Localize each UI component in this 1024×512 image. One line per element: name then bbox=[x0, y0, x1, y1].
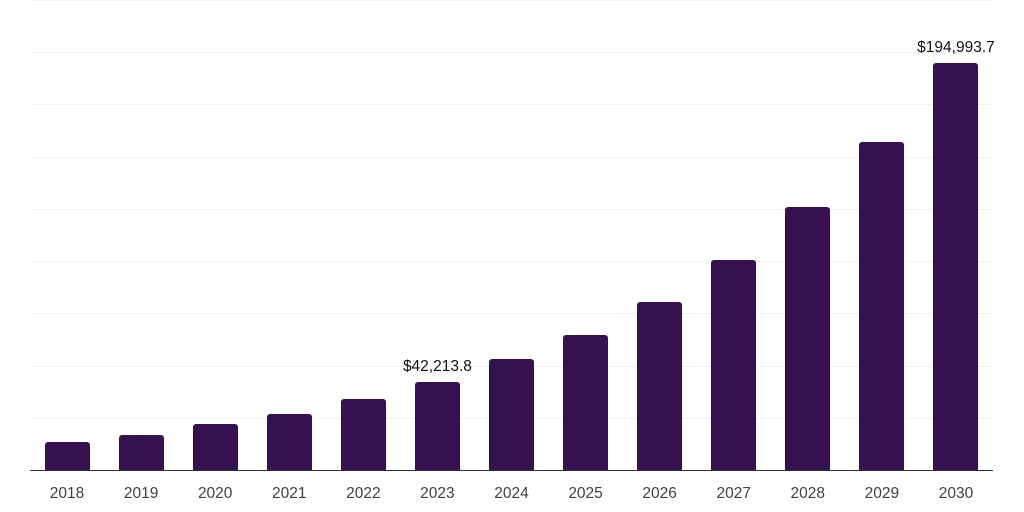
bar-2022 bbox=[340, 399, 386, 470]
data-label-2030: $194,993.7 bbox=[917, 38, 995, 56]
x-axis-label-2020: 2020 bbox=[197, 485, 233, 502]
x-axis-label-2025: 2025 bbox=[568, 485, 603, 502]
x-axis-label-2030: 2030 bbox=[938, 485, 974, 502]
bar-2025 bbox=[563, 334, 609, 470]
bar-2019 bbox=[118, 434, 164, 470]
x-axis-label-2021: 2021 bbox=[272, 485, 307, 502]
bar-2023 bbox=[414, 381, 460, 470]
bar-2030 bbox=[933, 62, 979, 470]
gridline bbox=[30, 261, 993, 263]
bar-2028 bbox=[785, 206, 831, 470]
bar-2026 bbox=[637, 302, 683, 470]
bar-2021 bbox=[266, 413, 312, 470]
bar-2024 bbox=[489, 359, 534, 470]
gridline bbox=[30, 0, 993, 1]
gridline bbox=[30, 104, 993, 106]
bar-2027 bbox=[711, 259, 757, 470]
gridline bbox=[30, 52, 993, 54]
x-axis-label-2018: 2018 bbox=[49, 485, 85, 502]
x-axis-label-2023: 2023 bbox=[420, 485, 455, 502]
gridline bbox=[30, 208, 993, 210]
x-axis-label-2028: 2028 bbox=[790, 485, 826, 502]
gridline bbox=[30, 313, 993, 315]
plot-area: $42,213.8 $194,993.7 bbox=[30, 0, 995, 471]
x-axis-label-2026: 2026 bbox=[642, 485, 677, 502]
x-axis-label-2029: 2029 bbox=[864, 485, 900, 502]
bar-2018 bbox=[44, 441, 90, 470]
bar-2020 bbox=[192, 424, 238, 470]
x-axis-label-2022: 2022 bbox=[346, 485, 381, 502]
x-axis-label-2027: 2027 bbox=[716, 485, 751, 502]
x-axis-line bbox=[30, 469, 993, 471]
data-label-2023: $42,213.8 bbox=[402, 357, 472, 375]
gridline bbox=[30, 156, 993, 158]
x-axis-label-2024: 2024 bbox=[494, 485, 529, 502]
x-axis-label-2019: 2019 bbox=[123, 485, 159, 502]
bar-2029 bbox=[859, 142, 905, 470]
